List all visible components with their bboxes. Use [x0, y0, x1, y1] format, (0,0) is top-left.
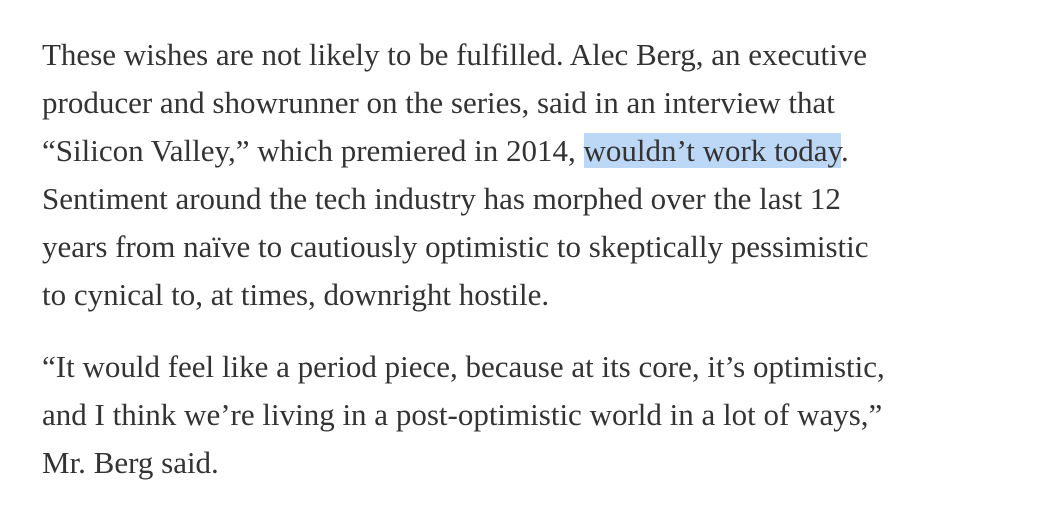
text-segment: “Silicon Valley,” which premiered in 201… — [42, 133, 584, 168]
highlighted-text: wouldn’t work today — [583, 133, 841, 168]
text-line: to cynical to, at times, downright hosti… — [42, 277, 550, 312]
text-segment: . — [840, 133, 849, 168]
text-line: Sentiment around the tech industry has m… — [42, 181, 841, 216]
text-line: Mr. Berg said. — [42, 445, 219, 480]
article-body: These wishes are not likely to be fulfil… — [42, 31, 1032, 511]
text-line: “It would feel like a period piece, beca… — [42, 349, 885, 384]
text-line: and I think we’re living in a post-optim… — [42, 397, 883, 432]
text-line: These wishes are not likely to be fulfil… — [42, 37, 867, 72]
text-line: “Silicon Valley,” which premiered in 201… — [42, 127, 1032, 175]
paragraph: “It would feel like a period piece, beca… — [42, 343, 1032, 487]
text-line: producer and showrunner on the series, s… — [42, 85, 835, 120]
paragraph: These wishes are not likely to be fulfil… — [42, 31, 1032, 319]
text-line: years from naïve to cautiously optimisti… — [42, 229, 869, 264]
